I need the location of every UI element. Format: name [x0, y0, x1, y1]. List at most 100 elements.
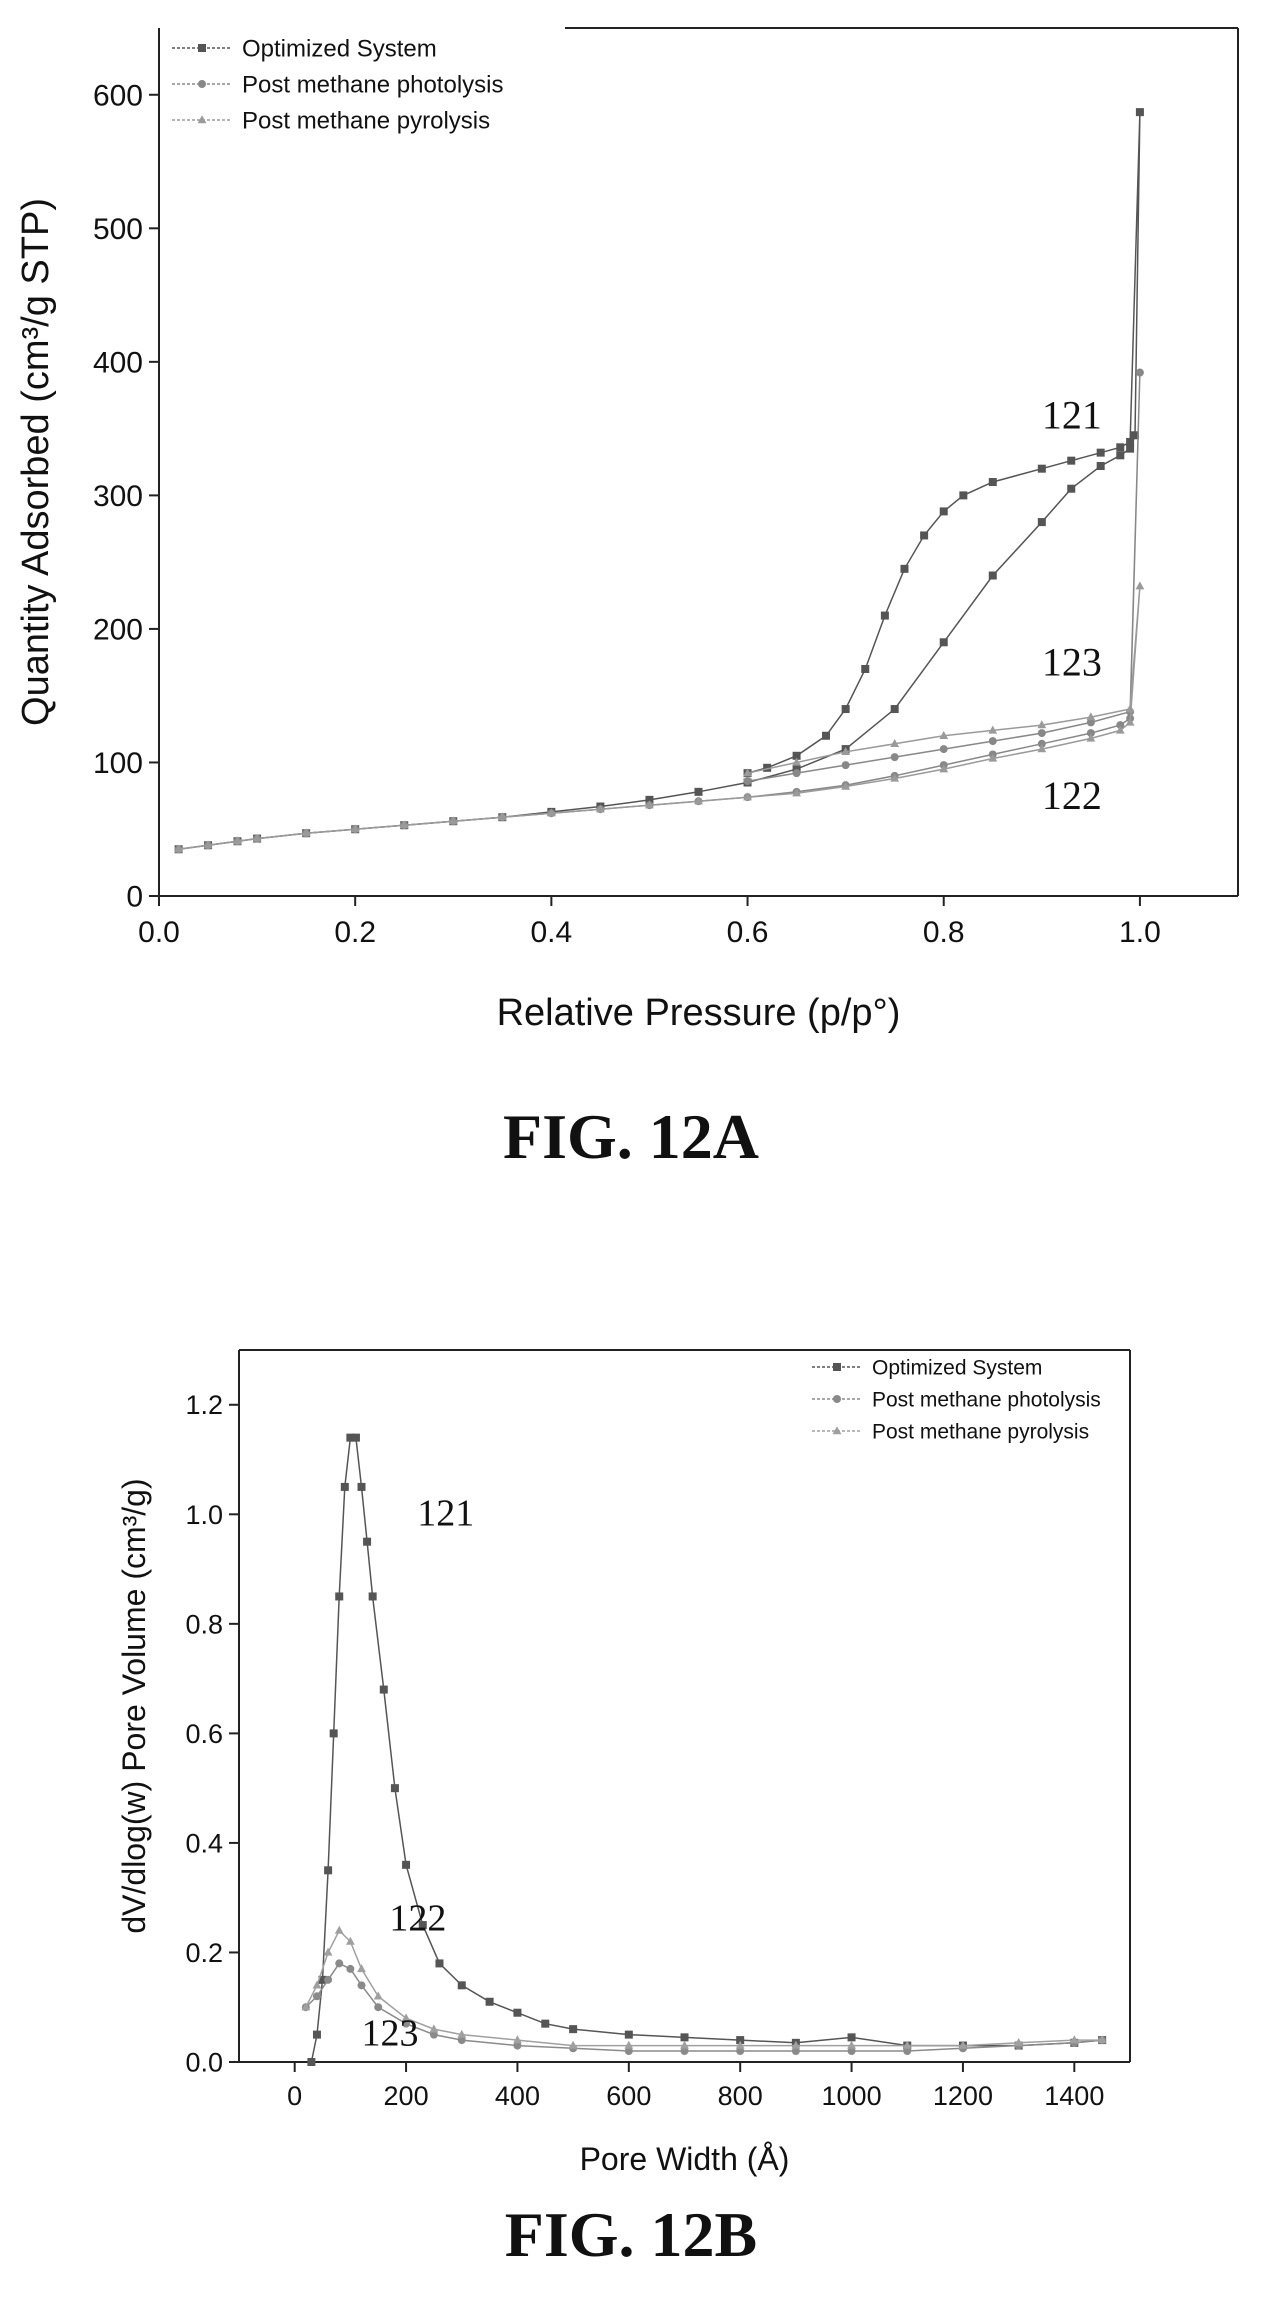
curve-annotation: 122 — [1042, 773, 1102, 818]
data-point — [694, 787, 703, 796]
data-point — [402, 1860, 411, 1869]
legend-marker — [197, 115, 207, 124]
x-tick-label: 1400 — [1044, 2081, 1104, 2111]
data-point — [645, 795, 654, 804]
data-point — [1086, 733, 1096, 742]
data-point — [939, 764, 949, 773]
data-point — [457, 2036, 466, 2045]
data-point — [939, 638, 948, 647]
legend: Optimized System Post methane photolysis P… — [812, 1356, 1101, 1443]
data-point — [1037, 744, 1047, 753]
data-point — [312, 2030, 321, 2039]
curve-annotation: 121 — [1042, 393, 1102, 438]
x-tick-label: 0.6 — [727, 916, 769, 949]
legend-label: Post methane photolysis — [872, 1388, 1101, 1411]
data-point — [357, 1981, 366, 1990]
data-point — [792, 769, 801, 778]
data-point — [301, 828, 311, 837]
data-point — [958, 2040, 968, 2049]
data-point — [457, 2029, 467, 2038]
data-point — [791, 2047, 800, 2056]
data-point — [513, 2041, 522, 2050]
data-point — [1135, 581, 1145, 590]
data-point — [1116, 451, 1125, 460]
data-point — [694, 796, 703, 805]
data-point — [792, 765, 801, 774]
series-line — [310, 1436, 1103, 2063]
data-point — [939, 745, 948, 754]
data-point — [429, 2030, 438, 2039]
x-tick-label: 0 — [287, 2081, 302, 2111]
data-point — [497, 812, 507, 821]
x-axis-label: Pore Width (Å) — [580, 2141, 790, 2177]
data-point — [401, 2013, 411, 2022]
data-point — [485, 1997, 494, 2006]
data-point — [903, 2047, 912, 2056]
legend-marker — [833, 1363, 841, 1371]
data-point — [743, 768, 752, 777]
y-tick-label: 0.0 — [185, 2047, 223, 2077]
data-point — [792, 751, 801, 760]
data-point — [203, 840, 213, 849]
data-point — [988, 478, 997, 487]
data-point — [735, 2040, 745, 2049]
data-point — [374, 2003, 383, 2012]
data-point — [763, 763, 772, 772]
data-point — [988, 737, 997, 746]
data-point — [541, 2019, 550, 2028]
data-point — [457, 1981, 466, 1990]
data-point — [1125, 717, 1135, 726]
data-point — [1116, 721, 1125, 730]
figure-caption-12b: FIG. 12B — [504, 2199, 758, 2270]
data-point — [900, 564, 909, 573]
data-point — [357, 1482, 366, 1491]
x-tick-label: 800 — [718, 2081, 763, 2111]
data-point — [792, 788, 801, 797]
data-point — [340, 1482, 349, 1491]
data-point — [568, 2040, 578, 2049]
data-point — [1097, 2035, 1107, 2044]
data-point — [324, 1975, 333, 1984]
y-tick-label: 500 — [93, 213, 143, 246]
data-point — [345, 1936, 355, 1945]
data-point — [890, 705, 899, 714]
legend-marker — [198, 44, 206, 52]
data-point — [301, 2002, 311, 2011]
data-point — [822, 731, 831, 740]
legend: Optimized System Post methane photolysis P… — [172, 35, 503, 134]
y-tick-label: 0.2 — [185, 1938, 223, 1968]
chart-12a: 0.0 0.2 0.4 0.6 0.8 1.0 0 100 200 300 400 500 600 Rel… — [15, 27, 1239, 1034]
legend-marker — [832, 1426, 842, 1435]
data-point — [418, 1921, 427, 1930]
y-tick-label: 600 — [93, 79, 143, 112]
legend-label: Post methane photolysis — [242, 71, 503, 98]
data-point — [743, 777, 752, 786]
data-point — [335, 1959, 344, 1968]
y-tick-label: 0.4 — [185, 1828, 223, 1858]
curve-annotation: 123 — [362, 2013, 419, 2055]
data-point — [1037, 518, 1046, 527]
data-point — [624, 2047, 633, 2056]
data-point — [841, 781, 851, 790]
data-point — [1037, 720, 1047, 729]
data-point — [1067, 456, 1076, 465]
data-point — [233, 836, 242, 845]
data-point — [736, 2036, 745, 2045]
data-point — [988, 725, 998, 734]
x-axis-label: Relative Pressure (p/p°) — [497, 992, 901, 1034]
series-3 — [301, 1925, 1107, 2049]
data-point — [939, 507, 948, 516]
data-point — [841, 705, 850, 714]
data-point — [847, 2047, 856, 2056]
figure-caption-12a: FIG. 12A — [503, 1101, 759, 1172]
x-tick-label: 400 — [495, 2081, 540, 2111]
curve-annotation: 121 — [417, 1492, 474, 1534]
y-tick-label: 1.2 — [185, 1390, 223, 1420]
legend-label: Optimized System — [242, 35, 437, 62]
data-point — [680, 2040, 689, 2049]
data-point — [346, 1964, 355, 1973]
x-tick-label: 1000 — [822, 2081, 882, 2111]
x-tick-label: 1200 — [933, 2081, 993, 2111]
y-tick-label: 1.0 — [185, 1500, 223, 1530]
data-point — [680, 2033, 689, 2042]
